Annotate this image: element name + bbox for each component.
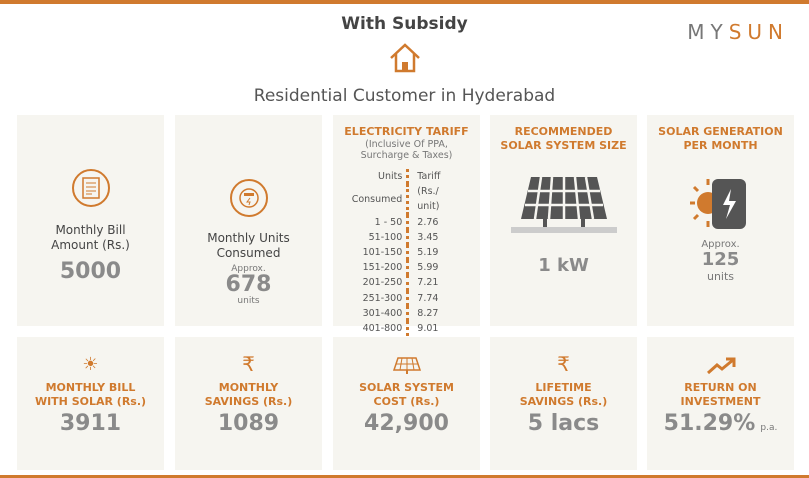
table-row: 101-150 5.19 <box>348 245 466 261</box>
table-row: 401-800 9.01 <box>348 321 466 337</box>
top-accent-bar <box>0 0 809 4</box>
house-icon <box>390 43 420 73</box>
roi-suffix: p.a. <box>760 423 778 433</box>
card-title: LIFETIME <box>535 381 592 394</box>
trend-up-icon <box>706 357 735 375</box>
page-title: With Subsidy <box>341 14 468 34</box>
generation-title: SOLAR GENERATION <box>658 125 783 138</box>
generation-value: 125 <box>701 249 740 270</box>
card-value: 42,900 <box>364 411 449 436</box>
generation-card: SOLAR GENERATION PER MONTH Approx. 125 u… <box>647 115 794 326</box>
rupee-icon: ₹ <box>557 352 570 376</box>
tariff-title: ELECTRICITY TARIFF <box>344 125 469 138</box>
table-row: 251-300 7.74 <box>348 290 466 306</box>
tariff-card: ELECTRICITY TARIFF (Inclusive Of PPA, Su… <box>333 115 480 337</box>
bill-label-2: Amount (Rs.) <box>51 238 130 252</box>
lifetime-savings-card: ₹ LIFETIME SAVINGS (Rs.) 5 lacs <box>490 337 637 470</box>
monthly-bill-card: Monthly Bill Amount (Rs.) 5000 <box>17 115 164 326</box>
rupee-icon: ₹ <box>242 352 255 376</box>
bill-icon <box>71 169 110 207</box>
system-title: RECOMMENDED <box>514 125 613 138</box>
units-label: Monthly Units <box>207 231 290 245</box>
tariff-note: (Inclusive Of PPA, <box>365 139 448 150</box>
card-value: 5 lacs <box>527 411 600 436</box>
tariff-table: Units Tariff Consumed (Rs./ unit) 1 - 50 2.… <box>348 169 466 337</box>
generation-unit: units <box>706 270 735 283</box>
roi-card: RETURN ON INVESTMENT 51.29% p.a. <box>647 337 794 470</box>
bottom-accent-bar <box>0 475 809 478</box>
bill-with-solar-card: ☀ MONTHLY BILL WITH SOLAR (Rs.) 3911 <box>17 337 164 470</box>
tariff-note-2: Surcharge & Taxes) <box>360 150 453 161</box>
meter-icon <box>229 179 268 217</box>
card-title: RETURN ON <box>684 381 757 394</box>
units-label-2: Consumed <box>216 246 281 260</box>
mysun-logo: MYSUN <box>687 20 789 44</box>
table-row: 1 - 50 2.76 <box>348 214 466 230</box>
generation-approx: Approx. <box>701 239 740 250</box>
card-title: MONTHLY BILL <box>45 381 136 394</box>
page-subtitle: Residential Customer in Hyderabad <box>253 86 556 106</box>
table-row: 151-200 5.99 <box>348 260 466 276</box>
units-value: 678 <box>225 272 272 297</box>
card-title-2: INVESTMENT <box>680 395 761 408</box>
card-title: MONTHLY <box>218 381 279 394</box>
bill-value: 5000 <box>59 259 122 284</box>
monthly-savings-card: ₹ MONTHLY SAVINGS (Rs.) 1089 <box>175 337 322 470</box>
card-title-2: WITH SOLAR (Rs.) <box>34 395 147 408</box>
solar-panel-icon <box>392 357 421 374</box>
system-size-card: RECOMMENDED SOLAR SYSTEM SIZE 1 kW <box>490 115 637 326</box>
units-unit: units <box>237 296 260 306</box>
monthly-units-card: Monthly Units Consumed Approx. 678 units <box>175 115 322 326</box>
bill-label: Monthly Bill <box>55 223 126 237</box>
table-row: 51-100 3.45 <box>348 229 466 246</box>
card-title-2: SAVINGS (Rs.) <box>519 395 608 408</box>
card-value: 51.29% <box>663 411 756 436</box>
units-approx: Approx. <box>231 264 266 274</box>
generation-title-2: PER MONTH <box>683 139 758 152</box>
sun-battery-icon <box>689 179 746 229</box>
system-cost-card: SOLAR SYSTEM COST (Rs.) 42,900 <box>333 337 480 470</box>
system-size-value: 1 kW <box>538 255 589 276</box>
card-value: 1089 <box>217 411 280 436</box>
system-title-2: SOLAR SYSTEM SIZE <box>500 139 627 152</box>
table-row: 201-250 7.21 <box>348 275 466 291</box>
card-title: SOLAR SYSTEM <box>359 381 454 394</box>
card-title-2: COST (Rs.) <box>373 395 440 408</box>
table-row: 301-400 8.27 <box>348 305 466 322</box>
card-value: 3911 <box>59 411 122 436</box>
card-title-2: SAVINGS (Rs.) <box>204 395 293 408</box>
sun-icon: ☀ <box>82 354 99 375</box>
solar-panel-icon <box>510 176 617 233</box>
